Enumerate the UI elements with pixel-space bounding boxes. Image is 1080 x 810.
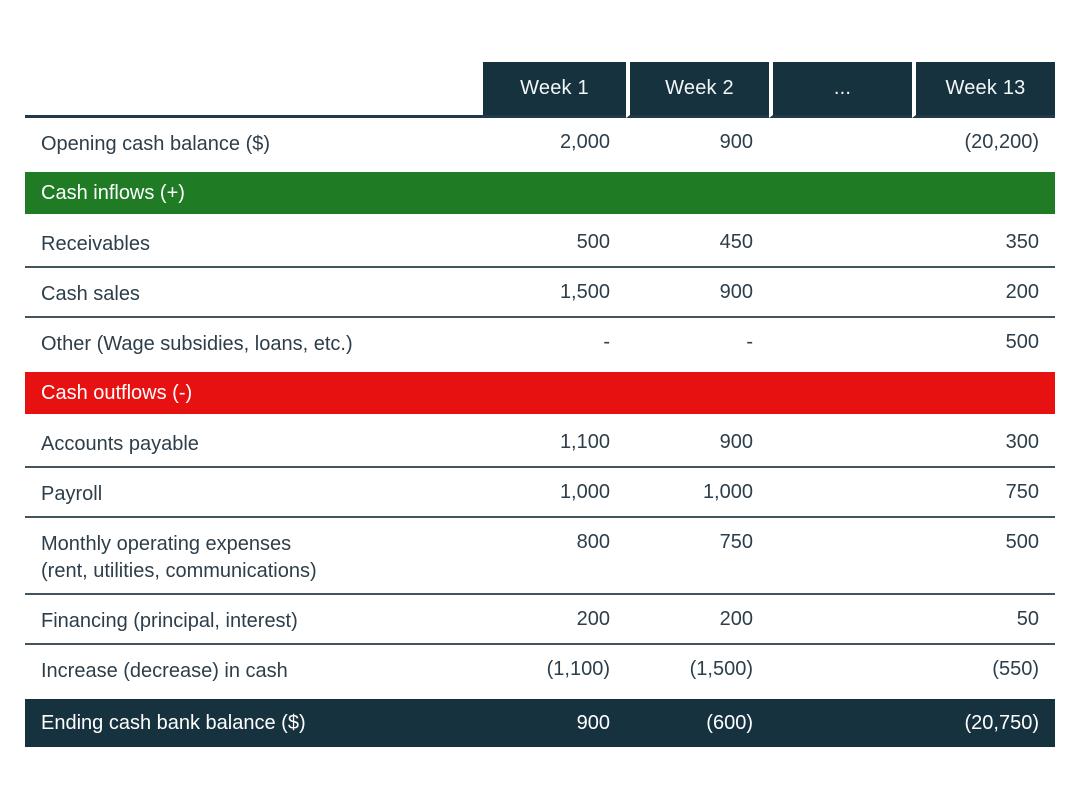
cell-week13: 200 bbox=[912, 268, 1055, 318]
cell-week1: 1,500 bbox=[483, 268, 626, 318]
cell-week2: 450 bbox=[626, 218, 769, 268]
cell-week2: 900 bbox=[626, 268, 769, 318]
row-label: Increase (decrease) in cash bbox=[25, 645, 483, 695]
cell-week1: - bbox=[483, 318, 626, 368]
cell-week13: (550) bbox=[912, 645, 1055, 695]
cell-week13: 750 bbox=[912, 468, 1055, 518]
table-row-receivables: Receivables 500 450 350 bbox=[25, 218, 1055, 268]
table-row-increase-decrease: Increase (decrease) in cash (1,100) (1,5… bbox=[25, 645, 1055, 695]
cell-week1: 800 bbox=[483, 518, 626, 595]
cash-flow-table: Week 1 Week 2 ... Week 13 Opening cash b… bbox=[25, 62, 1055, 747]
row-label: Cash sales bbox=[25, 268, 483, 318]
row-label-line1: Monthly operating expenses bbox=[41, 533, 292, 555]
row-label-line2: (rent, utilities, communications) bbox=[41, 560, 317, 582]
cell-week13: (20,200) bbox=[912, 118, 1055, 168]
row-label: Receivables bbox=[25, 218, 483, 268]
cell-week13: 300 bbox=[912, 418, 1055, 468]
cell-ellipsis bbox=[769, 268, 912, 318]
cell-week1: 1,000 bbox=[483, 468, 626, 518]
cell-week2: 900 bbox=[626, 118, 769, 168]
row-label: Other (Wage subsidies, loans, etc.) bbox=[25, 318, 483, 368]
table-row-monthly-operating-expenses: Monthly operating expenses (rent, utilit… bbox=[25, 518, 1055, 595]
table-row-opening-balance: Opening cash balance ($) 2,000 900 (20,2… bbox=[25, 118, 1055, 168]
cell-week13: 500 bbox=[912, 318, 1055, 368]
cell-week2: 1,000 bbox=[626, 468, 769, 518]
cell-week2: 750 bbox=[626, 518, 769, 595]
row-label: Ending cash bank balance ($) bbox=[25, 695, 483, 747]
cell-week1: (1,100) bbox=[483, 645, 626, 695]
cell-week1: 2,000 bbox=[483, 118, 626, 168]
cell-week2: - bbox=[626, 318, 769, 368]
header-corner-cell bbox=[25, 62, 483, 118]
column-header-week13: Week 13 bbox=[912, 62, 1055, 118]
table-row-accounts-payable: Accounts payable 1,100 900 300 bbox=[25, 418, 1055, 468]
table-row-payroll: Payroll 1,000 1,000 750 bbox=[25, 468, 1055, 518]
section-banner-label: Cash outflows (-) bbox=[25, 368, 1055, 418]
section-banner-cash-outflows: Cash outflows (-) bbox=[25, 368, 1055, 418]
row-label: Financing (principal, interest) bbox=[25, 595, 483, 645]
table-row-ending-balance: Ending cash bank balance ($) 900 (600) (… bbox=[25, 695, 1055, 747]
row-label: Accounts payable bbox=[25, 418, 483, 468]
cell-ellipsis bbox=[769, 695, 912, 747]
cell-week13: (20,750) bbox=[912, 695, 1055, 747]
section-banner-label: Cash inflows (+) bbox=[25, 168, 1055, 218]
cell-ellipsis bbox=[769, 645, 912, 695]
cell-week2: 900 bbox=[626, 418, 769, 468]
table-row-other-inflows: Other (Wage subsidies, loans, etc.) - - … bbox=[25, 318, 1055, 368]
cell-week1: 500 bbox=[483, 218, 626, 268]
column-header-ellipsis: ... bbox=[769, 62, 912, 118]
section-banner-cash-inflows: Cash inflows (+) bbox=[25, 168, 1055, 218]
cell-week2: (600) bbox=[626, 695, 769, 747]
column-header-week1: Week 1 bbox=[483, 62, 626, 118]
cell-ellipsis bbox=[769, 518, 912, 595]
column-header-week2: Week 2 bbox=[626, 62, 769, 118]
table-header-row: Week 1 Week 2 ... Week 13 bbox=[25, 62, 1055, 118]
cell-week2: (1,500) bbox=[626, 645, 769, 695]
cell-week2: 200 bbox=[626, 595, 769, 645]
row-label: Payroll bbox=[25, 468, 483, 518]
cell-ellipsis bbox=[769, 218, 912, 268]
cell-ellipsis bbox=[769, 595, 912, 645]
cell-ellipsis bbox=[769, 118, 912, 168]
cell-week13: 500 bbox=[912, 518, 1055, 595]
cell-ellipsis bbox=[769, 318, 912, 368]
cell-week13: 50 bbox=[912, 595, 1055, 645]
table-row-financing: Financing (principal, interest) 200 200 … bbox=[25, 595, 1055, 645]
cell-week1: 200 bbox=[483, 595, 626, 645]
table-row-cash-sales: Cash sales 1,500 900 200 bbox=[25, 268, 1055, 318]
cell-ellipsis bbox=[769, 418, 912, 468]
row-label: Opening cash balance ($) bbox=[25, 118, 483, 168]
cell-week1: 900 bbox=[483, 695, 626, 747]
cell-ellipsis bbox=[769, 468, 912, 518]
cell-week13: 350 bbox=[912, 218, 1055, 268]
row-label: Monthly operating expenses (rent, utilit… bbox=[25, 518, 483, 595]
cell-week1: 1,100 bbox=[483, 418, 626, 468]
